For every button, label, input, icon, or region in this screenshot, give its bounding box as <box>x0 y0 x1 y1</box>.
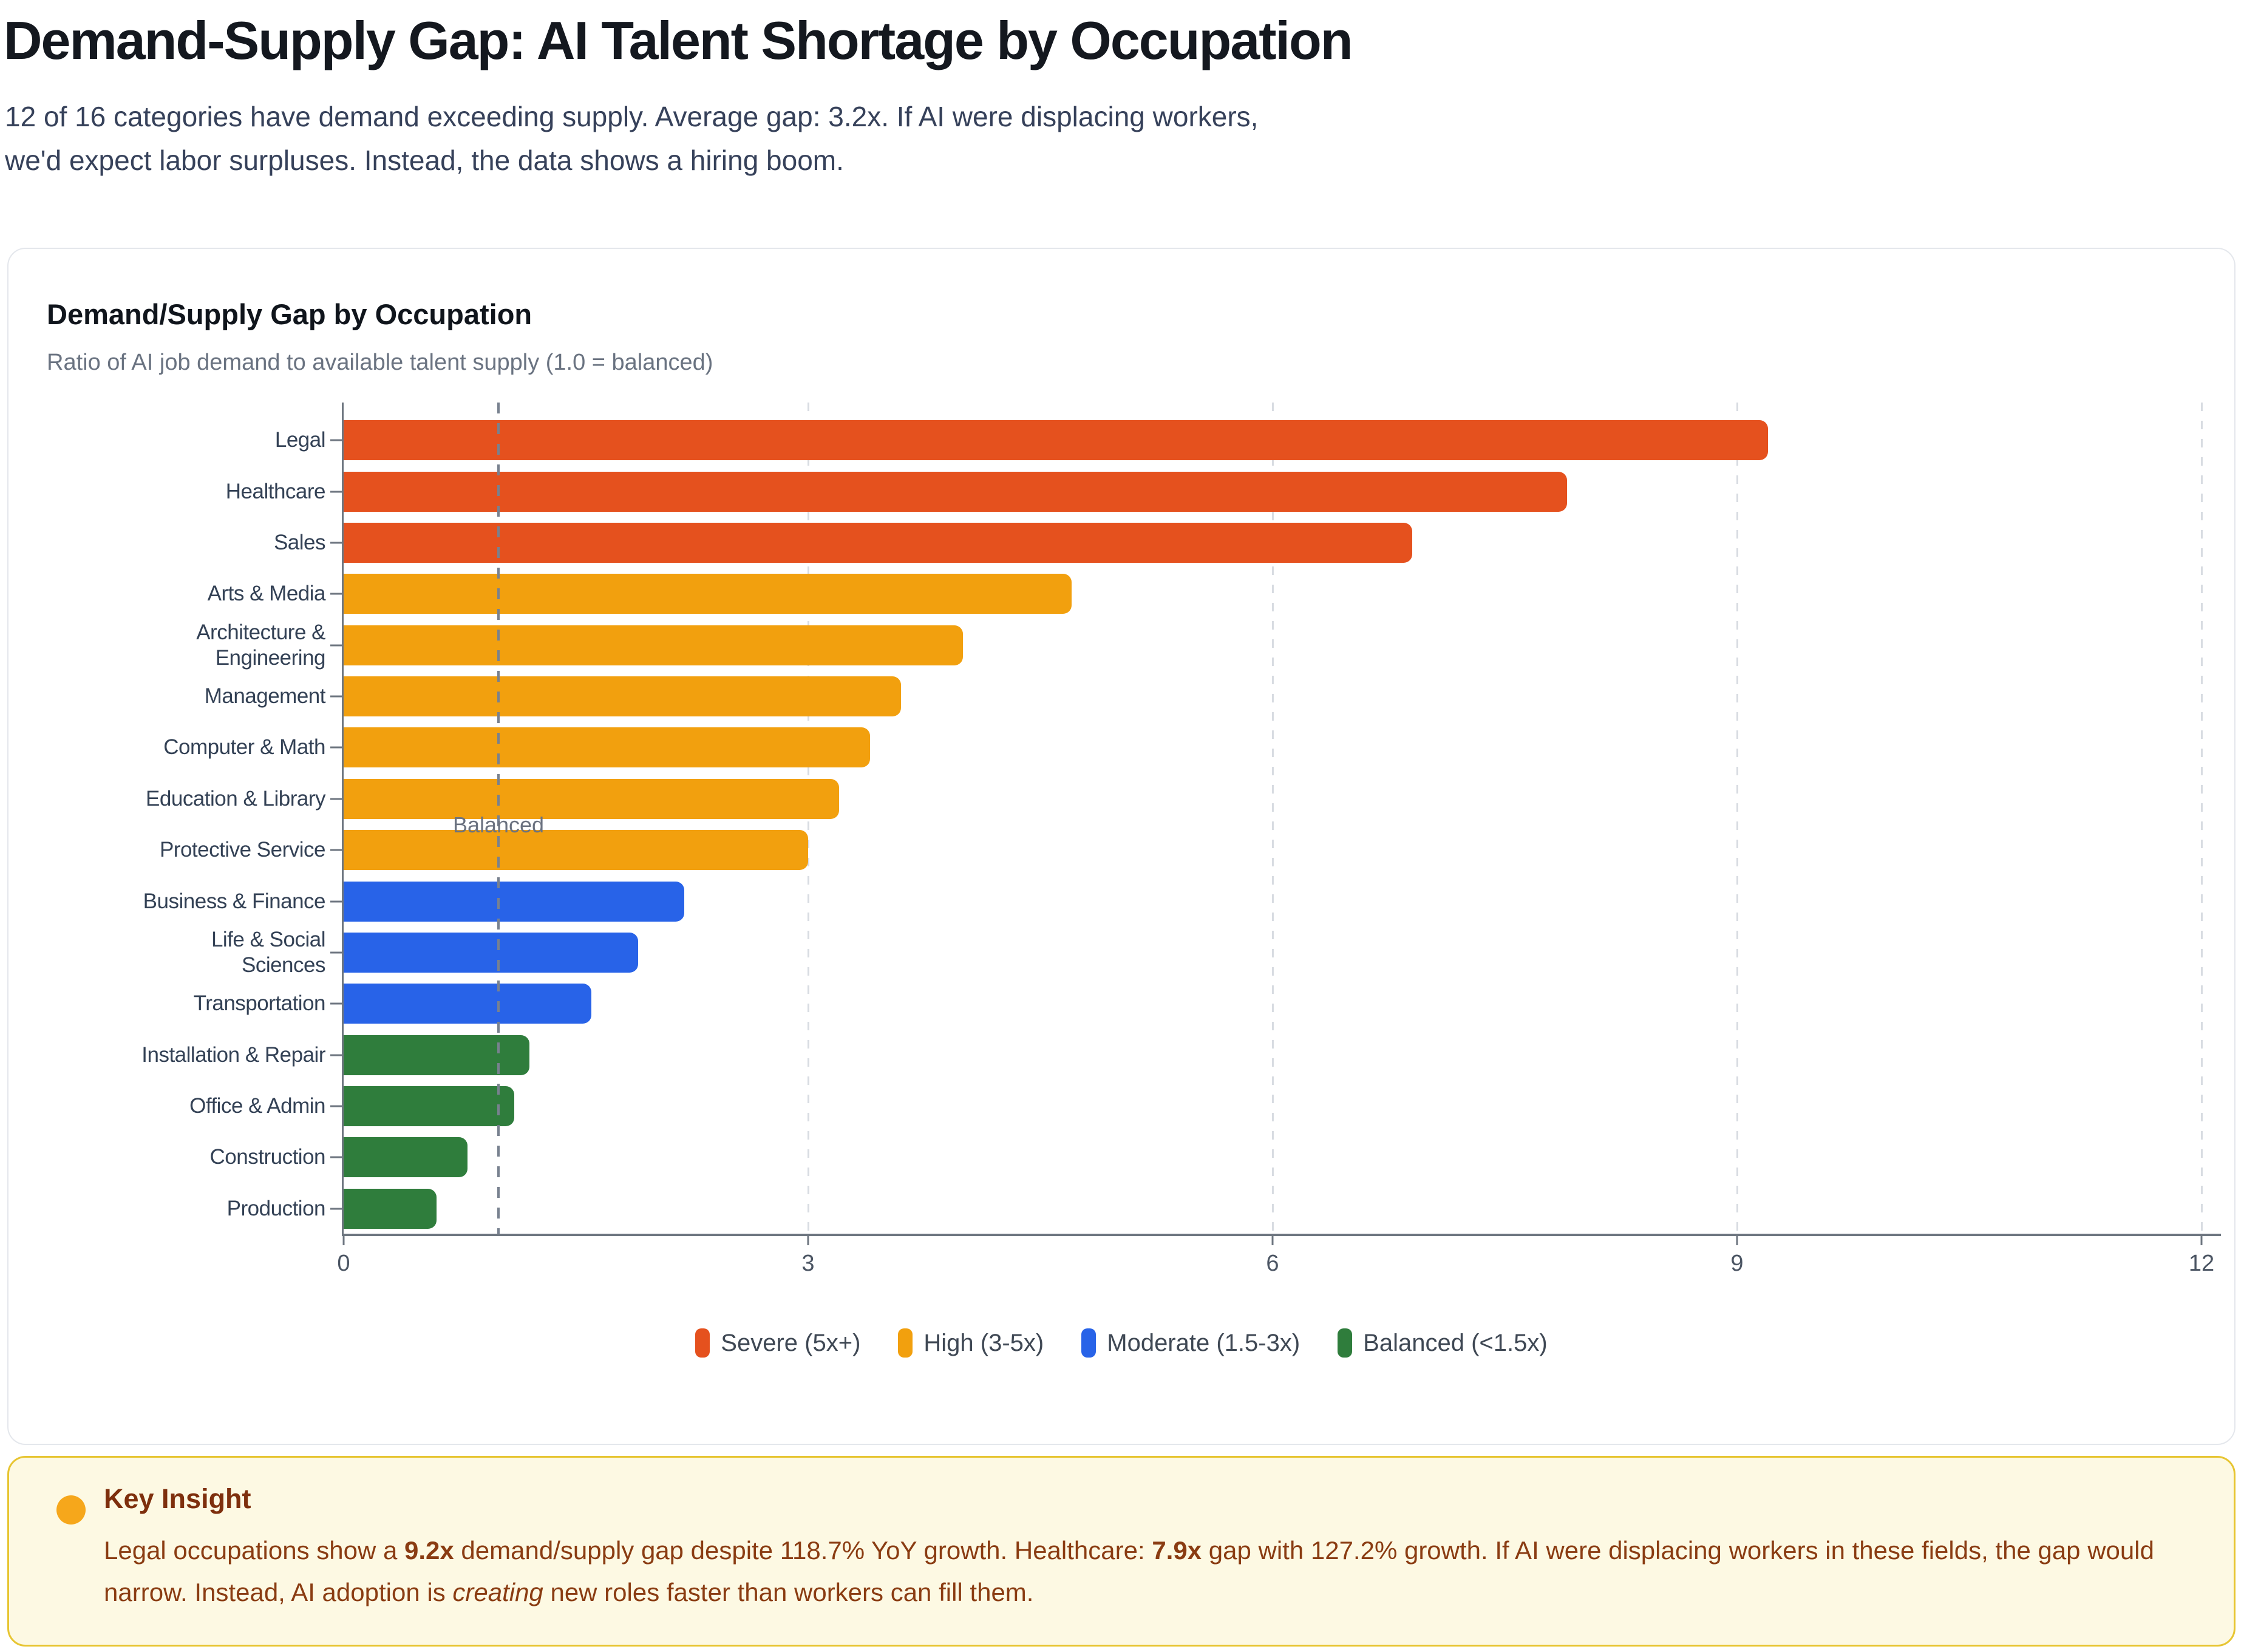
chart-subtitle: Ratio of AI job demand to available tale… <box>47 350 713 375</box>
y-axis-tick-legal <box>330 439 342 441</box>
category-label-office-admin: Office & Admin <box>189 1094 325 1118</box>
y-axis-tick-installation-repair <box>330 1054 342 1056</box>
legend-marker-severe-icon <box>695 1328 710 1358</box>
balanced-reference-line <box>497 403 500 1234</box>
key-insight-box: Key Insight Legal occupations show a 9.2… <box>7 1456 2236 1647</box>
category-label-legal: Legal <box>274 428 326 452</box>
bar-office-admin[interactable] <box>344 1086 514 1127</box>
legend-item-moderate[interactable]: Moderate (1.5-3x) <box>1081 1328 1300 1358</box>
category-label-arts-media: Arts & Media <box>207 582 326 606</box>
bar-education-library[interactable] <box>344 778 839 819</box>
category-label-architecture-engineering: Architecture & Engineering <box>196 620 325 670</box>
plot-area: 0 3 6 9 12 Balanced Legal Healthcare Sales Arts &… <box>141 403 2221 1276</box>
category-label-life-social-sciences: Life & Social Sciences <box>211 927 326 977</box>
x-axis-tick-label-9: 9 <box>1730 1251 1744 1276</box>
y-axis-tick-construction <box>330 1156 342 1158</box>
y-axis-tick-architecture-engineering <box>330 644 342 647</box>
y-axis-tick-computer-math <box>330 746 342 749</box>
category-label-transportation: Transportation <box>193 991 326 1016</box>
y-axis-tick-protective-service <box>330 849 342 851</box>
bar-construction[interactable] <box>344 1137 467 1178</box>
y-axis-tick-management <box>330 695 342 698</box>
bar-healthcare[interactable] <box>344 471 1567 512</box>
bar-business-finance[interactable] <box>344 881 684 922</box>
bar-arts-media[interactable] <box>344 574 1072 614</box>
category-label-business-finance: Business & Finance <box>143 889 326 913</box>
bar-legal[interactable] <box>344 420 1768 461</box>
x-axis-tick-label-3: 3 <box>801 1251 815 1276</box>
x-axis-tick-0 <box>342 1234 345 1245</box>
y-axis-tick-production <box>330 1208 342 1210</box>
x-axis-tick-9 <box>1736 1234 1738 1245</box>
key-insight-text-segment: 7.9x <box>1152 1536 1202 1565</box>
page-subtitle-line-2: we'd expect labor surpluses. Instead, th… <box>5 144 844 176</box>
category-label-computer-math: Computer & Math <box>163 735 325 760</box>
bar-sales[interactable] <box>344 522 1412 563</box>
bar-architecture-engineering[interactable] <box>344 625 963 665</box>
y-axis-tick-business-finance <box>330 900 342 903</box>
y-axis-tick-sales <box>330 542 342 544</box>
legend-item-severe[interactable]: Severe (5x+) <box>695 1328 860 1358</box>
key-insight-text-segment: new roles faster than workers can fill t… <box>543 1578 1034 1606</box>
category-label-production: Production <box>226 1196 326 1220</box>
category-label-management: Management <box>204 684 326 709</box>
bar-management[interactable] <box>344 676 901 717</box>
gridline-x-9 <box>1736 403 1738 1234</box>
bullet-circle-icon <box>56 1495 86 1525</box>
x-axis-tick-label-0: 0 <box>337 1251 350 1276</box>
category-label-healthcare: Healthcare <box>225 479 326 503</box>
bar-computer-math[interactable] <box>344 727 870 768</box>
y-axis-tick-transportation <box>330 1002 342 1005</box>
bar-protective-service[interactable] <box>344 830 808 871</box>
bar-installation-repair[interactable] <box>344 1035 529 1075</box>
legend-label-balanced: Balanced (<1.5x) <box>1363 1329 1548 1356</box>
x-axis-line <box>342 1234 2221 1236</box>
balanced-reference-label: Balanced <box>452 812 545 837</box>
y-axis-tick-healthcare <box>330 491 342 493</box>
y-axis-tick-education-library <box>330 798 342 800</box>
bar-life-social-sciences[interactable] <box>344 932 638 973</box>
page-subtitle: 12 of 16 categories have demand exceedin… <box>5 95 1258 182</box>
bar-transportation[interactable] <box>344 984 591 1024</box>
legend-marker-balanced-icon <box>1338 1328 1353 1358</box>
category-label-construction: Construction <box>209 1145 326 1169</box>
legend-marker-moderate-icon <box>1081 1328 1096 1358</box>
gridline-x-6 <box>1272 403 1274 1234</box>
page-subtitle-line-1: 12 of 16 categories have demand exceedin… <box>5 101 1259 132</box>
x-axis-tick-3 <box>807 1234 809 1245</box>
legend-label-moderate: Moderate (1.5-3x) <box>1107 1329 1300 1356</box>
chart-card: Demand/Supply Gap by Occupation Ratio of… <box>7 248 2236 1445</box>
category-label-installation-repair: Installation & Repair <box>141 1042 325 1067</box>
bar-production[interactable] <box>344 1188 437 1229</box>
legend-label-severe: Severe (5x+) <box>721 1329 861 1356</box>
x-axis-tick-label-12: 12 <box>2188 1251 2215 1276</box>
y-axis-line <box>342 403 344 1236</box>
key-insight-text-segment: demand/supply gap despite 118.7% YoY gro… <box>454 1536 1152 1565</box>
key-insight-text-segment: gap with 127.2% growth. If AI were displ… <box>104 1536 2154 1606</box>
category-label-education-library: Education & Library <box>146 786 325 811</box>
x-axis-tick-12 <box>2200 1234 2203 1245</box>
key-insight-text-segment: 9.2x <box>404 1536 454 1565</box>
y-axis-tick-life-social-sciences <box>330 951 342 954</box>
key-insight-title: Key Insight <box>104 1483 251 1514</box>
page-title: Demand-Supply Gap: AI Talent Shortage by… <box>4 10 1353 70</box>
legend-marker-high-icon <box>898 1328 913 1358</box>
category-label-sales: Sales <box>273 530 326 554</box>
x-axis-tick-6 <box>1271 1234 1274 1245</box>
x-axis-tick-label-6: 6 <box>1266 1251 1279 1276</box>
category-label-protective-service: Protective Service <box>159 838 326 862</box>
key-insight-text-segment: creating <box>452 1578 543 1606</box>
legend-item-high[interactable]: High (3-5x) <box>898 1328 1044 1358</box>
gridline-x-12 <box>2201 403 2203 1234</box>
legend-label-high: High (3-5x) <box>923 1329 1044 1356</box>
legend-item-balanced[interactable]: Balanced (<1.5x) <box>1338 1328 1548 1358</box>
y-axis-tick-office-admin <box>330 1105 342 1107</box>
chart-legend: Severe (5x+) High (3-5x) Moderate (1.5-3x)… <box>8 1328 2234 1358</box>
chart-title: Demand/Supply Gap by Occupation <box>47 298 532 330</box>
y-axis-tick-arts-media <box>330 593 342 595</box>
key-insight-text: Legal occupations show a 9.2x demand/sup… <box>104 1529 2186 1613</box>
key-insight-text-segment: Legal occupations show a <box>104 1536 404 1565</box>
